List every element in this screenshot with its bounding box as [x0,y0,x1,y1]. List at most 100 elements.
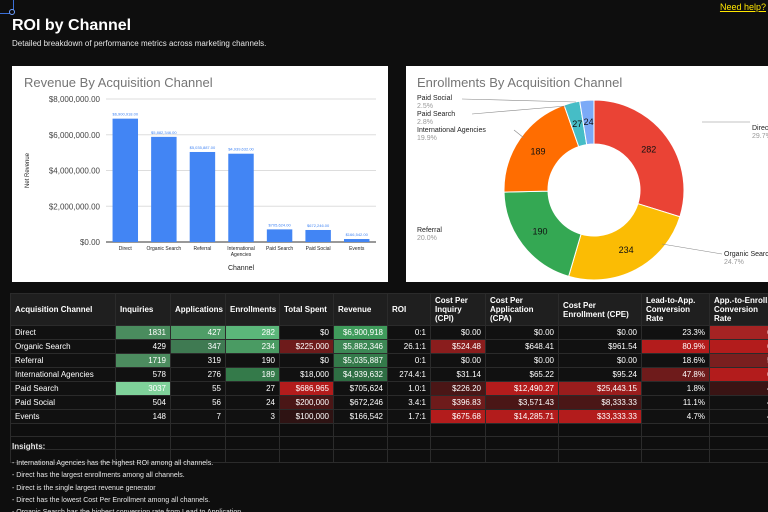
metric-cell[interactable]: 3.4:1 [387,395,431,410]
metric-cell[interactable]: $0.00 [485,325,559,340]
metric-cell[interactable]: $100,000 [279,409,334,424]
enrollments-chart-card[interactable]: Enrollments By Acquisition Channel 282 23… [406,66,768,282]
metric-cell[interactable]: 42 [709,395,768,410]
metric-cell[interactable]: $95.24 [558,367,642,382]
metric-cell[interactable]: $961.54 [558,339,642,354]
metric-cell[interactable]: 427 [170,325,226,340]
metric-cell[interactable]: 148 [115,409,171,424]
table-row[interactable]: Events 148 7 3 $100,000 $166,542 1.7:1 $675.68 $… [10,409,768,424]
metric-cell[interactable]: $25,443.15 [558,381,642,396]
metric-cell[interactable]: 68 [709,367,768,382]
column-header[interactable]: Total Spent [279,293,334,326]
table-row[interactable]: Organic Search 429 347 234 $225,000 $5,882,34… [10,339,768,354]
table-row[interactable]: Paid Social 504 56 24 $200,000 $672,246 3.4:1 $… [10,395,768,410]
selection-handle[interactable] [9,9,15,15]
metric-cell[interactable]: $33,333.33 [558,409,642,424]
metric-cell[interactable]: 0:1 [387,353,431,368]
metric-cell[interactable]: $6,900,918 [333,325,388,340]
metric-cell[interactable]: 504 [115,395,171,410]
column-header[interactable]: Applications [170,293,226,326]
metric-cell[interactable]: 67 [709,339,768,354]
metric-cell[interactable]: 1.8% [641,381,710,396]
metric-cell[interactable]: 27 [225,381,280,396]
metric-cell[interactable]: $524.48 [430,339,486,354]
metric-cell[interactable]: 3 [225,409,280,424]
metric-cell[interactable]: $0.00 [485,353,559,368]
metric-cell[interactable]: $0 [279,353,334,368]
column-header[interactable]: Lead-to-App. Conversion Rate [641,293,710,326]
metric-cell[interactable]: 66 [709,325,768,340]
column-header[interactable]: Cost Per Inquiry (CPI) [430,293,486,326]
column-header[interactable]: Inquiries [115,293,171,326]
metric-cell[interactable]: 23.3% [641,325,710,340]
channel-name-cell[interactable]: Paid Social [10,395,116,410]
metric-cell[interactable]: $200,000 [279,395,334,410]
metric-cell[interactable]: 26.1:1 [387,339,431,354]
metric-cell[interactable]: 1831 [115,325,171,340]
metric-cell[interactable]: 11.1% [641,395,710,410]
metric-cell[interactable]: $672,246 [333,395,388,410]
metric-cell[interactable]: 276 [170,367,226,382]
metric-cell[interactable]: $0.00 [558,325,642,340]
metric-cell[interactable]: 3037 [115,381,171,396]
metric-cell[interactable]: 319 [170,353,226,368]
channel-name-cell[interactable]: Referral [10,353,116,368]
channel-name-cell[interactable]: Events [10,409,116,424]
metric-cell[interactable]: 282 [225,325,280,340]
metric-cell[interactable]: $686,965 [279,381,334,396]
metric-cell[interactable]: 4.7% [641,409,710,424]
metric-cell[interactable]: $0.00 [430,353,486,368]
metric-cell[interactable]: 347 [170,339,226,354]
metric-cell[interactable]: 1.7:1 [387,409,431,424]
metric-cell[interactable]: 1.0:1 [387,381,431,396]
metric-cell[interactable]: 578 [115,367,171,382]
metric-cell[interactable]: $675.68 [430,409,486,424]
metric-cell[interactable]: 55 [170,381,226,396]
metric-cell[interactable]: 18.6% [641,353,710,368]
metric-cell[interactable]: $0.00 [430,325,486,340]
metric-cell[interactable]: $31.14 [430,367,486,382]
metric-cell[interactable]: 42 [709,409,768,424]
metric-cell[interactable]: 24 [225,395,280,410]
column-header[interactable]: Cost Per Enrollment (CPE) [558,293,642,326]
metric-cell[interactable]: $396.83 [430,395,486,410]
table-row[interactable]: Paid Search 3037 55 27 $686,965 $705,624 1.0:1… [10,381,768,396]
metric-cell[interactable]: $0.00 [558,353,642,368]
column-header[interactable]: ROI [387,293,431,326]
column-header[interactable]: Cost Per Application (CPA) [485,293,559,326]
metric-cell[interactable]: $226.20 [430,381,486,396]
metric-cell[interactable]: 47.8% [641,367,710,382]
metric-cell[interactable]: 80.9% [641,339,710,354]
metric-cell[interactable]: $166,542 [333,409,388,424]
metric-cell[interactable]: 49 [709,381,768,396]
metric-cell[interactable]: $225,000 [279,339,334,354]
channel-name-cell[interactable]: Organic Search [10,339,116,354]
metric-cell[interactable]: $5,035,887 [333,353,388,368]
need-help-link[interactable]: Need help? [719,2,766,12]
metric-cell[interactable]: $14,285.71 [485,409,559,424]
metric-cell[interactable]: $3,571.43 [485,395,559,410]
table-row[interactable]: International Agencies 578 276 189 $18,000 $4… [10,367,768,382]
metric-cell[interactable]: 190 [225,353,280,368]
metric-cell[interactable]: 234 [225,339,280,354]
metric-cell[interactable]: 189 [225,367,280,382]
metric-cell[interactable]: 56 [170,395,226,410]
revenue-chart-card[interactable]: Revenue By Acquisition Channel $0.00 $2,0… [12,66,388,282]
column-header[interactable]: Enrollments [225,293,280,326]
metric-cell[interactable]: $18,000 [279,367,334,382]
metric-cell[interactable]: $705,624 [333,381,388,396]
metric-cell[interactable]: $648.41 [485,339,559,354]
channel-name-cell[interactable]: International Agencies [10,367,116,382]
metric-cell[interactable]: $0 [279,325,334,340]
metric-cell[interactable]: 59 [709,353,768,368]
metric-cell[interactable]: 429 [115,339,171,354]
metric-cell[interactable]: $8,333.33 [558,395,642,410]
column-header[interactable]: App.-to-Enroll. Conversion Rate [709,293,768,326]
metric-cell[interactable]: $65.22 [485,367,559,382]
metric-cell[interactable]: 7 [170,409,226,424]
channel-name-cell[interactable]: Direct [10,325,116,340]
metric-cell[interactable]: $4,939,632 [333,367,388,382]
table-row[interactable]: Direct 1831 427 282 $0 $6,900,918 0:1 $0.00 $0.0… [10,325,768,340]
channel-name-cell[interactable]: Paid Search [10,381,116,396]
metric-cell[interactable]: $5,882,346 [333,339,388,354]
